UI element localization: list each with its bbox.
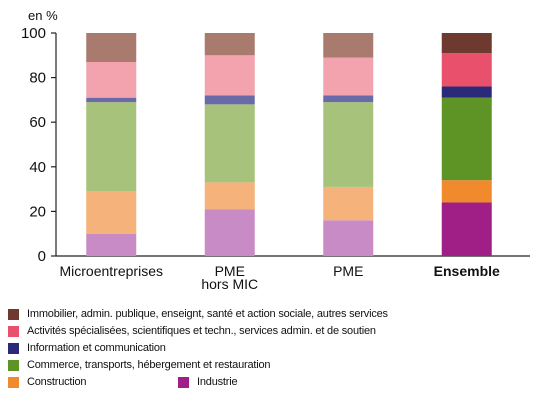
legend-item-commerce: Commerce, transports, hébergement et res… [8, 357, 388, 374]
x-tick-label: Microentreprises [60, 263, 163, 279]
x-tick-label: PME [333, 263, 363, 279]
legend-label: Activités spécialisées, scientifiques et… [27, 325, 376, 337]
bar-segment [86, 97, 137, 103]
legend-label: Information et communication [27, 342, 166, 354]
bar-segment [441, 33, 492, 54]
legend-item-activites: Activités spécialisées, scientifiques et… [8, 323, 388, 340]
legend-row-last: Construction Industrie [8, 374, 388, 391]
bar-segment [86, 191, 137, 234]
bar-segment [204, 33, 255, 56]
bar-segment [86, 233, 137, 256]
legend-label: Immobilier, admin. publique, enseignt, s… [27, 308, 388, 320]
bar-segment [323, 186, 374, 221]
x-tick-label: hors MIC [201, 276, 258, 292]
legend-label: Industrie [197, 376, 238, 388]
legend-swatch [8, 309, 19, 320]
bar-segment [86, 33, 137, 62]
legend-label: Construction [27, 376, 87, 388]
legend-swatch [8, 326, 19, 337]
bar-segment [441, 180, 492, 203]
bar-segment [86, 102, 137, 192]
bar-segment [323, 220, 374, 256]
x-tick-label: Ensemble [434, 263, 500, 279]
legend-swatch [8, 360, 19, 371]
bar-segment [323, 95, 374, 103]
bar-segment [441, 53, 492, 87]
x-tick-label: PME [215, 263, 245, 279]
bar-segment [86, 61, 137, 98]
chart-legend: Immobilier, admin. publique, enseignt, s… [8, 306, 388, 391]
legend-item-construction: Construction [8, 374, 178, 391]
bar-segment [323, 33, 374, 58]
bar-segment [204, 209, 255, 256]
bar-segment [204, 55, 255, 96]
y-tick-label: 40 [29, 159, 46, 176]
y-tick-label: 0 [38, 248, 46, 265]
bar-segment [204, 182, 255, 210]
y-tick-label: 20 [29, 203, 46, 220]
legend-item-industrie: Industrie [178, 374, 238, 391]
bar-segment [441, 86, 492, 98]
y-tick-label: 100 [21, 25, 46, 42]
y-tick-label: 80 [29, 70, 46, 87]
bar-segment [204, 104, 255, 183]
bar-segment [204, 95, 255, 105]
legend-swatch [8, 343, 19, 354]
legend-swatch [8, 377, 19, 388]
legend-label: Commerce, transports, hébergement et res… [27, 359, 271, 371]
bar-segment [441, 97, 492, 181]
legend-swatch [178, 377, 189, 388]
y-tick-label: 60 [29, 114, 46, 131]
y-unit-label: en % [28, 8, 58, 23]
legend-item-information: Information et communication [8, 340, 388, 357]
bar-segment [323, 102, 374, 187]
bar-segment [441, 202, 492, 256]
legend-item-immobilier: Immobilier, admin. publique, enseignt, s… [8, 306, 388, 323]
bar-segment [323, 57, 374, 96]
